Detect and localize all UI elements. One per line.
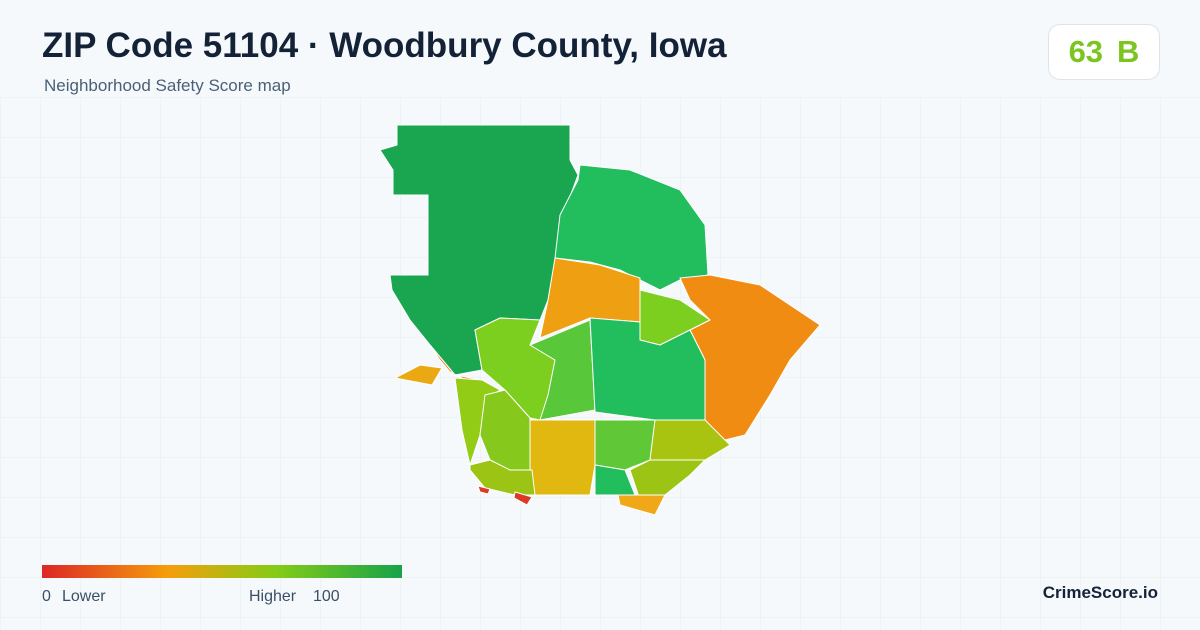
region <box>529 419 596 496</box>
score-badge: 63 B <box>1048 24 1160 80</box>
legend-gradient <box>42 565 402 578</box>
zip-regions <box>379 124 821 516</box>
region <box>649 419 731 461</box>
brand: CrimeScore.io <box>1042 583 1158 602</box>
legend-min: 0 <box>42 588 51 605</box>
region <box>554 164 709 291</box>
region <box>469 459 536 496</box>
score-value: 63 <box>1068 34 1104 69</box>
region <box>617 494 666 516</box>
legend-max-label: Higher <box>249 588 297 605</box>
legend-min-label: Lower <box>62 588 106 605</box>
subtitle: Neighborhood Safety Score map <box>44 76 291 95</box>
region <box>394 364 443 386</box>
region <box>513 491 533 506</box>
score-grade: B <box>1117 34 1140 69</box>
region <box>589 317 706 421</box>
title: ZIP Code 51104 · Woodbury County, Iowa <box>42 26 727 65</box>
region <box>477 485 491 495</box>
region <box>594 419 656 471</box>
region <box>679 274 821 446</box>
legend-max: 100 <box>313 588 340 605</box>
